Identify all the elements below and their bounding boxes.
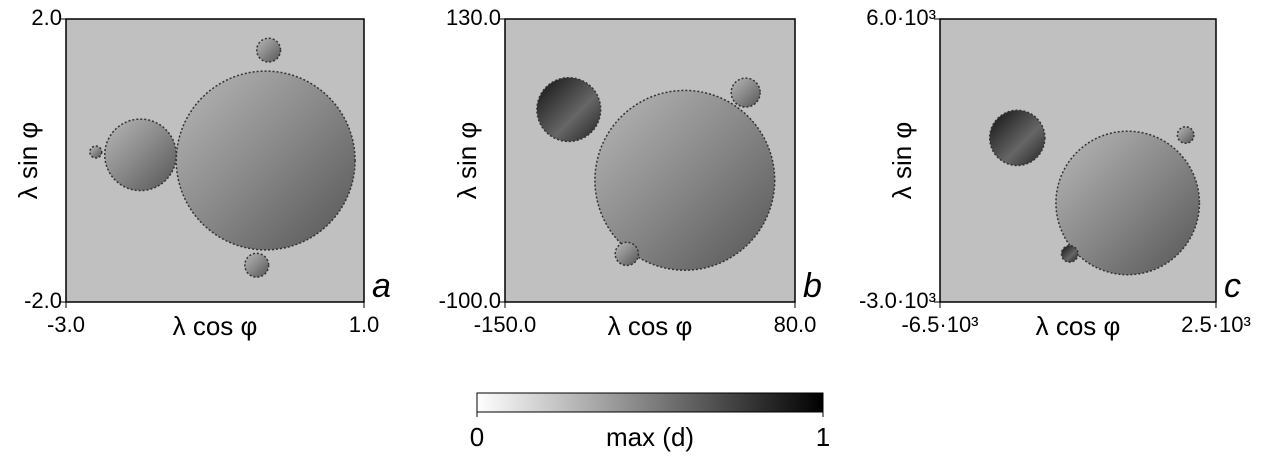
y-tick-label: -100.0 [439,288,501,313]
fractal-region [175,70,356,251]
colorbar [476,392,824,413]
fractal-region [988,109,1046,167]
panel-letter: b [803,267,822,305]
x-tick-label: -150.0 [474,312,536,337]
fractal-region [1060,244,1079,263]
fractal-region [255,37,282,63]
x-axis-label: λ cos φ [173,311,258,341]
y-tick-label: 6.0·10³ [866,5,936,30]
x-tick-label: -6.5·10³ [901,312,978,337]
y-axis-label: λ sin φ [887,122,917,200]
fractal-region [89,145,103,159]
fractal-region [103,118,178,192]
y-tick-label: -2.0 [24,288,62,313]
fractal-region [1176,126,1195,145]
x-axis-label: λ cos φ [1036,311,1121,341]
colorbar-label: max (d) [606,422,694,452]
fractal-region [536,76,602,143]
fractal-region [594,89,776,271]
x-axis-label: λ cos φ [608,311,693,341]
y-axis-label: λ sin φ [452,122,482,200]
x-tick-label: -3.0 [47,312,85,337]
panel-letter: c [1224,267,1241,305]
fractal-region [244,252,270,278]
panel-letter: a [372,267,391,305]
y-tick-label: 130.0 [446,5,501,30]
fractal-region [614,241,640,267]
y-axis-label: λ sin φ [13,122,43,200]
colorbar-tick-label: 0 [470,422,484,452]
y-tick-label: -3.0·10³ [859,288,936,313]
fractal-region [1055,130,1201,276]
colorbar-tick-label: 1 [816,422,830,452]
x-tick-label: 80.0 [774,312,817,337]
x-tick-label: 2.5·10³ [1181,312,1251,337]
fractal-region [730,77,761,108]
y-tick-label: 2.0 [31,5,62,30]
x-tick-label: 1.0 [349,312,380,337]
